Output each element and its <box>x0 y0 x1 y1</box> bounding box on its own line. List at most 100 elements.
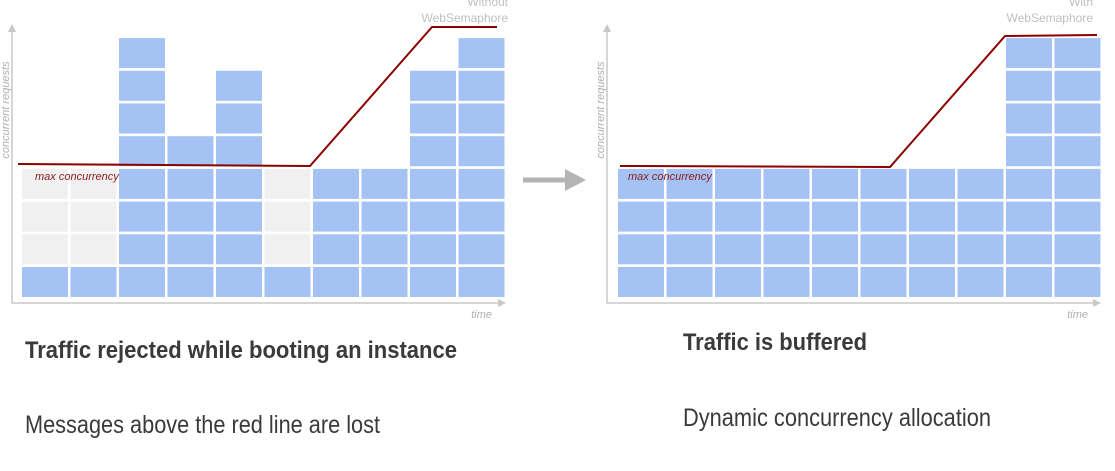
y-axis-label: concurrent requests <box>595 61 607 159</box>
limit-label: max concurrency <box>35 171 120 183</box>
request-block <box>618 267 664 297</box>
request-block <box>458 267 505 297</box>
request-block <box>860 201 907 232</box>
request-block <box>264 267 311 297</box>
request-block <box>715 267 761 297</box>
request-block <box>458 168 505 199</box>
request-block <box>1006 267 1052 297</box>
request-block <box>410 103 456 134</box>
panel-title: Traffic is buffered <box>683 329 867 356</box>
request-block <box>812 267 858 297</box>
request-block <box>119 201 165 232</box>
request-block <box>361 168 408 199</box>
request-block <box>361 234 408 265</box>
request-block <box>666 234 713 265</box>
request-block <box>458 234 505 265</box>
request-block <box>119 70 165 101</box>
request-block <box>618 168 664 199</box>
request-block <box>909 267 955 297</box>
request-block <box>715 168 761 199</box>
request-block <box>1006 168 1052 199</box>
y-axis-label: concurrent requests <box>0 61 12 159</box>
request-block <box>216 201 262 232</box>
request-block <box>763 201 810 232</box>
corner-label: Without <box>467 0 508 9</box>
rejected-slot <box>22 168 68 199</box>
request-block <box>1006 234 1052 265</box>
request-block <box>167 168 214 199</box>
request-block <box>860 267 907 297</box>
request-block <box>957 234 1004 265</box>
request-block <box>1006 70 1052 101</box>
y-arrowhead <box>603 24 611 32</box>
request-block <box>361 201 408 232</box>
request-block <box>313 234 359 265</box>
request-block <box>119 103 165 134</box>
rejected-slot <box>70 234 117 265</box>
y-arrowhead <box>8 24 16 32</box>
request-block <box>167 267 214 297</box>
request-block <box>410 168 456 199</box>
request-block <box>216 234 262 265</box>
rejected-slot <box>264 201 311 232</box>
request-block <box>410 201 456 232</box>
request-block <box>763 234 810 265</box>
x-axis-label: time <box>1067 309 1088 321</box>
request-block <box>216 136 262 167</box>
corner-label: WebSemaphore <box>1007 11 1094 25</box>
request-block <box>119 267 165 297</box>
request-block <box>313 168 359 199</box>
panel-subtitle: Dynamic concurrency allocation <box>683 404 991 432</box>
right-panel: With WebSemaphore concurrent requests max c… <box>595 0 1101 432</box>
request-block <box>458 38 505 69</box>
request-block <box>410 70 456 101</box>
request-block <box>909 168 955 199</box>
request-block <box>715 201 761 232</box>
request-block <box>458 201 505 232</box>
request-block <box>119 234 165 265</box>
request-block <box>666 201 713 232</box>
request-block <box>458 136 505 167</box>
request-block <box>216 70 262 101</box>
request-block <box>313 201 359 232</box>
request-block <box>216 267 262 297</box>
max-concurrency-line <box>17 26 497 168</box>
request-block <box>119 136 165 167</box>
x-axis-label: time <box>471 309 492 321</box>
request-block <box>119 168 165 199</box>
rejected-slot <box>264 168 311 199</box>
request-block <box>1054 201 1101 232</box>
request-block <box>70 267 117 297</box>
rejected-slot <box>70 168 117 199</box>
rejected-slot <box>264 234 311 265</box>
max-concurrency-line <box>619 34 1098 169</box>
axes <box>11 28 502 304</box>
request-block <box>313 267 359 297</box>
axes <box>606 28 1097 304</box>
request-block <box>1006 201 1052 232</box>
rejected-slot <box>70 201 117 232</box>
panel-title: Traffic rejected while booting an instan… <box>25 337 457 364</box>
rejected-slot <box>22 201 68 232</box>
request-block <box>1054 103 1101 134</box>
request-block <box>812 201 858 232</box>
request-block <box>909 234 955 265</box>
request-block <box>119 38 165 69</box>
request-block <box>1006 103 1052 134</box>
request-block <box>860 234 907 265</box>
request-block <box>812 234 858 265</box>
request-block <box>763 267 810 297</box>
panel-subtitle: Messages above the red line are lost <box>25 411 380 439</box>
request-block <box>1054 136 1101 167</box>
request-block <box>458 103 505 134</box>
limit-label: max concurrency <box>628 171 713 183</box>
request-block <box>361 267 408 297</box>
request-block <box>1054 234 1101 265</box>
request-block <box>715 234 761 265</box>
request-block <box>957 267 1004 297</box>
request-block <box>1054 267 1101 297</box>
request-block <box>410 267 456 297</box>
request-block <box>410 136 456 167</box>
corner-label: With <box>1069 0 1093 9</box>
